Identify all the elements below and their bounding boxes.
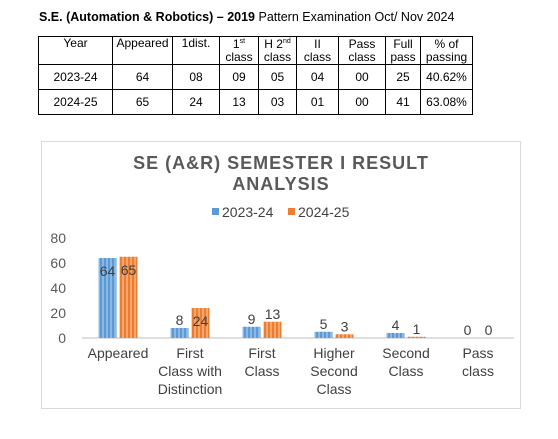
legend-swatch-2024-25 xyxy=(288,208,295,215)
data-label: 0 xyxy=(464,322,472,338)
page-heading: S.E. (Automation & Robotics) – 2019 Patt… xyxy=(39,10,454,24)
y-tick-label: 80 xyxy=(50,230,66,246)
cell-appeared: 64 xyxy=(112,64,173,90)
y-axis: 0 20 40 60 80 xyxy=(50,230,66,346)
legend-swatch-2023-24 xyxy=(212,208,219,215)
data-label: 1 xyxy=(413,321,421,337)
data-label: 64 xyxy=(100,263,116,279)
x-tick-label: class xyxy=(462,363,494,379)
result-table: Year Appeared 1dist. 1st class H 2nd class… xyxy=(38,36,473,115)
bar-2024-25-4 xyxy=(407,336,426,338)
heading-normal: Pattern Examination Oct/ Nov 2024 xyxy=(255,10,455,24)
x-tick-label: Class xyxy=(316,381,351,397)
y-tick-label: 0 xyxy=(58,330,66,346)
data-label: 9 xyxy=(248,311,256,327)
header-full-pass: Full pass xyxy=(385,36,421,65)
legend-label-2023-24: 2023-24 xyxy=(222,204,274,220)
data-label: 4 xyxy=(392,317,400,333)
data-label: 13 xyxy=(265,306,281,322)
header-percent-passing: % of passing xyxy=(420,36,473,65)
chart-container: SE (A&R) SEMESTER I RESULT ANALYSIS 2023… xyxy=(41,141,521,409)
header-pass-class: Pass class xyxy=(338,36,386,65)
chart-title-line-1: SE (A&R) SEMESTER I RESULT xyxy=(133,153,429,173)
x-tick-label: Class xyxy=(388,363,423,379)
cell-second-class: 04 xyxy=(296,64,339,90)
x-axis-labels: Appeared First Class with Distinction First C… xyxy=(88,345,494,397)
bar-2024-25-2 xyxy=(263,321,282,338)
chart-legend: 2023-24 2024-25 xyxy=(212,204,350,220)
cell-higher-second-class: 03 xyxy=(258,89,297,115)
cell-year: 2024-25 xyxy=(38,89,113,115)
cell-pass-class: 00 xyxy=(338,89,386,115)
data-label: 3 xyxy=(341,318,349,334)
header-higher-second-class: H 2nd class xyxy=(258,36,297,65)
table-row: 2024-25 65 24 13 03 01 00 41 63.08% xyxy=(38,89,473,115)
cell-first-class: 09 xyxy=(219,64,259,90)
table-row: 2023-24 64 08 09 05 04 00 25 40.62% xyxy=(38,64,473,90)
cell-first-class: 13 xyxy=(219,89,259,115)
header-distinction: 1dist. xyxy=(172,36,220,65)
bar-2024-25-0 xyxy=(119,256,138,338)
cell-distinction: 08 xyxy=(172,64,220,90)
bar-chart: SE (A&R) SEMESTER I RESULT ANALYSIS 2023… xyxy=(50,153,514,397)
data-label: 24 xyxy=(193,313,209,329)
bar-2023-24-0 xyxy=(98,258,117,338)
bar-2023-24-4 xyxy=(386,333,405,338)
bar-2024-25-1 xyxy=(191,308,210,338)
header-appeared: Appeared xyxy=(112,36,173,65)
table-header-row: Year Appeared 1dist. 1st class H 2nd class… xyxy=(38,36,473,65)
cell-second-class: 01 xyxy=(296,89,339,115)
y-tick-label: 40 xyxy=(50,280,66,296)
bar-2023-24-1 xyxy=(170,328,189,338)
x-tick-label: Pass xyxy=(462,345,493,361)
cell-year: 2023-24 xyxy=(38,64,113,90)
y-tick-label: 60 xyxy=(50,255,66,271)
chart-title-line-2: ANALYSIS xyxy=(232,174,329,194)
cell-higher-second-class: 05 xyxy=(258,64,297,90)
x-tick-label: Class with xyxy=(158,363,222,379)
legend-label-2024-25: 2024-25 xyxy=(298,204,350,220)
x-tick-label: Appeared xyxy=(88,345,149,361)
x-tick-label: Class xyxy=(244,363,279,379)
heading-bold: S.E. (Automation & Robotics) – 2019 xyxy=(39,10,256,24)
cell-full-pass: 41 xyxy=(385,89,421,115)
cell-appeared: 65 xyxy=(112,89,173,115)
header-second-class: II class xyxy=(296,36,339,65)
data-label: 5 xyxy=(320,316,328,332)
x-tick-label: First xyxy=(176,345,203,361)
data-label: 8 xyxy=(176,312,184,328)
y-tick-label: 20 xyxy=(50,305,66,321)
cell-percent-passing: 40.62% xyxy=(420,64,473,90)
x-tick-label: Second xyxy=(382,345,429,361)
cell-percent-passing: 63.08% xyxy=(420,89,473,115)
data-label: 0 xyxy=(485,322,493,338)
bar-2024-25-3 xyxy=(335,334,354,338)
bar-2023-24-2 xyxy=(242,326,261,338)
bar-2023-24-3 xyxy=(314,331,333,338)
x-tick-label: Higher xyxy=(313,345,355,361)
cell-full-pass: 25 xyxy=(385,64,421,90)
x-tick-label: Second xyxy=(310,363,357,379)
x-tick-label: First xyxy=(248,345,275,361)
cell-pass-class: 00 xyxy=(338,64,386,90)
header-year: Year xyxy=(38,36,113,65)
data-label: 65 xyxy=(121,262,137,278)
bars-group: 64 65 8 24 9 13 5 3 4 1 0 0 xyxy=(98,256,493,338)
cell-distinction: 24 xyxy=(172,89,220,115)
x-tick-label: Distinction xyxy=(158,381,223,397)
header-first-class: 1st class xyxy=(219,36,259,65)
